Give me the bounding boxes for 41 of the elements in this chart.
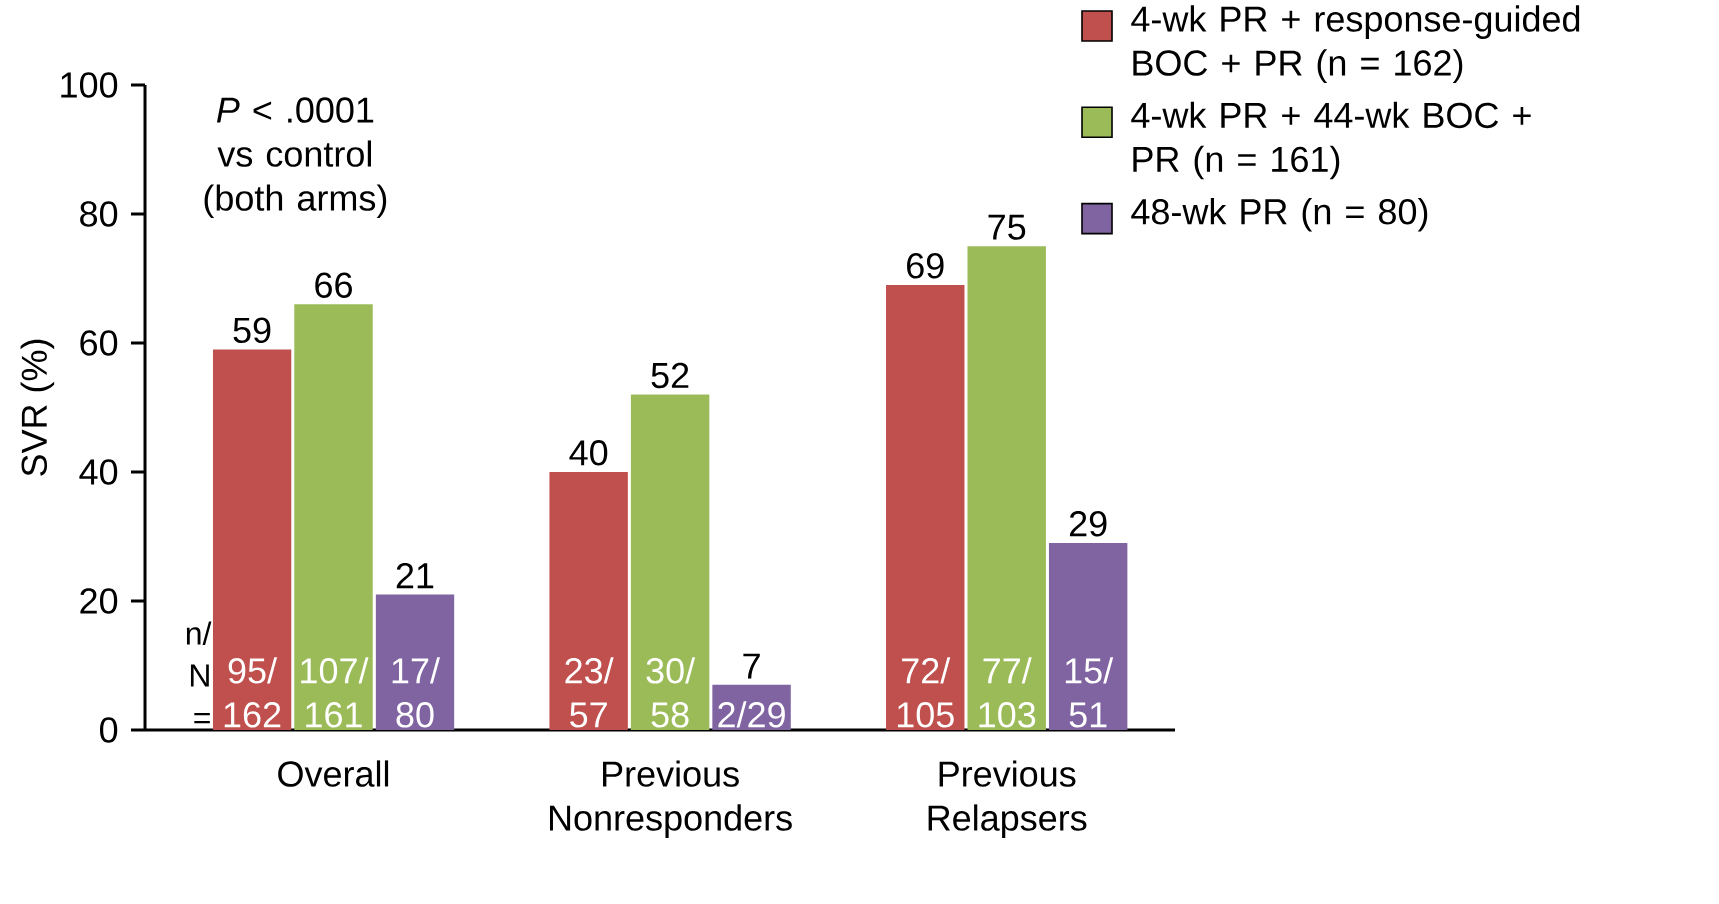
data-label: 59 — [233, 317, 271, 344]
legend-label: 4-wk PR + response-guided BOC + PR (n = 162) — [1131, 5, 1580, 83]
bar — [294, 304, 373, 730]
y-tick-label: 100 — [61, 72, 118, 98]
data-label: 69 — [907, 253, 944, 279]
annotation: 107/ 161 — [301, 657, 369, 728]
y-axis-title: SVR (%) — [20, 339, 55, 476]
legend-label: 4-wk PR + 44-wk BOC + PR (n = 161) — [1131, 101, 1531, 180]
y-tick-label: 20 — [80, 588, 118, 614]
y-tick-label: 0 — [100, 717, 118, 743]
annotation: 23/ 57 — [565, 657, 614, 728]
annotation: 15/ 51 — [1065, 657, 1114, 728]
bar — [549, 471, 628, 730]
data-label: 7 — [743, 653, 760, 679]
y-tick-label: 60 — [80, 330, 118, 356]
data-label: 29 — [1069, 511, 1107, 537]
bar — [375, 594, 455, 730]
bar — [630, 394, 710, 730]
annotation: 2/29 — [718, 701, 785, 728]
data-label: 66 — [315, 272, 352, 298]
data-label: 40 — [569, 440, 608, 466]
annotation: P < .0001 vs control (both arms) — [204, 97, 387, 218]
y-tick-label: 40 — [79, 459, 118, 485]
annotation: 95/ 162 — [224, 657, 281, 728]
data-label: 21 — [396, 562, 434, 589]
legend-label: 48-wk PR (n = 80) — [1131, 198, 1428, 232]
annotation: 72/ 105 — [897, 657, 954, 728]
bar — [1048, 542, 1128, 730]
bar — [212, 349, 292, 730]
annotation: 17/ 80 — [392, 657, 440, 728]
annotation: 30/ 58 — [646, 657, 696, 728]
y-tick-label: 80 — [80, 201, 118, 227]
annotation: 77/ 103 — [979, 657, 1036, 728]
bar — [886, 284, 965, 730]
data-label: 75 — [988, 214, 1026, 240]
data-label: 52 — [651, 362, 689, 389]
x-tick-label: Overall — [278, 760, 389, 787]
bar — [967, 246, 1046, 730]
x-tick-label: Previous Relapsers — [928, 760, 1087, 838]
annotation: n/ N = — [186, 621, 212, 724]
x-tick-label: Previous Nonresponders — [549, 760, 792, 838]
